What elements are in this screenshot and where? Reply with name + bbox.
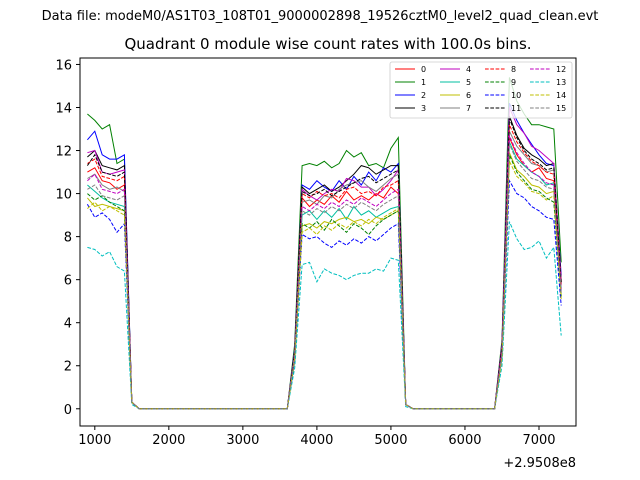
legend-label-6: 6 <box>466 91 471 100</box>
legend-label-2: 2 <box>421 91 426 100</box>
legend-label-5: 5 <box>466 78 471 87</box>
legend-label-8: 8 <box>511 65 516 74</box>
plot-border <box>79 57 577 427</box>
x-axis: 1000 2000 3000 4000 5000 6000 7000 <box>78 426 556 448</box>
plot-area: 1000 2000 3000 4000 5000 6000 7000 02468101214… <box>55 57 577 448</box>
y-tick-label: 2 <box>64 360 72 375</box>
y-tick-label: 4 <box>64 317 72 332</box>
y-tick-label: 16 <box>55 58 72 73</box>
legend-label-7: 7 <box>466 104 471 113</box>
y-tick-label: 8 <box>64 231 72 246</box>
y-tick-label: 12 <box>55 145 72 160</box>
chart-title: Quadrant 0 module wise count rates with … <box>124 35 531 53</box>
x-tick-label: 2000 <box>152 433 185 448</box>
y-tick-label: 10 <box>55 188 72 203</box>
legend-label-3: 3 <box>421 104 426 113</box>
y-tick-label: 6 <box>64 274 72 289</box>
x-tick-label: 1000 <box>78 433 111 448</box>
legend-label-14: 14 <box>556 91 566 100</box>
legend-label-11: 11 <box>511 104 521 113</box>
series-line-15 <box>87 143 562 410</box>
chart-suptitle: Data file: modeM0/AS1T03_108T01_90000028… <box>42 9 599 24</box>
y-tick-label: 0 <box>64 403 72 418</box>
x-tick-label: 7000 <box>522 433 555 448</box>
plot-frame <box>80 58 576 426</box>
x-tick-label: 3000 <box>226 433 259 448</box>
legend-label-0: 0 <box>421 65 426 74</box>
y-axis: 0 2 4 6 8 10 12 14 16 <box>55 58 80 418</box>
legend-label-9: 9 <box>511 78 516 87</box>
legend-label-4: 4 <box>466 65 471 74</box>
series-layer <box>86 77 562 410</box>
x-tick-label: 6000 <box>448 433 481 448</box>
legend-label-1: 1 <box>421 78 426 87</box>
y-tick-label: 14 <box>55 101 72 116</box>
x-offset-label: +2.9508e8 <box>503 456 576 471</box>
legend-box <box>389 61 573 119</box>
legend-label-15: 15 <box>556 104 566 113</box>
legend-label-10: 10 <box>511 91 521 100</box>
x-tick-label: 4000 <box>300 433 333 448</box>
legend-label-13: 13 <box>556 78 566 87</box>
x-tick-label: 5000 <box>374 433 407 448</box>
legend-label-12: 12 <box>556 65 566 74</box>
